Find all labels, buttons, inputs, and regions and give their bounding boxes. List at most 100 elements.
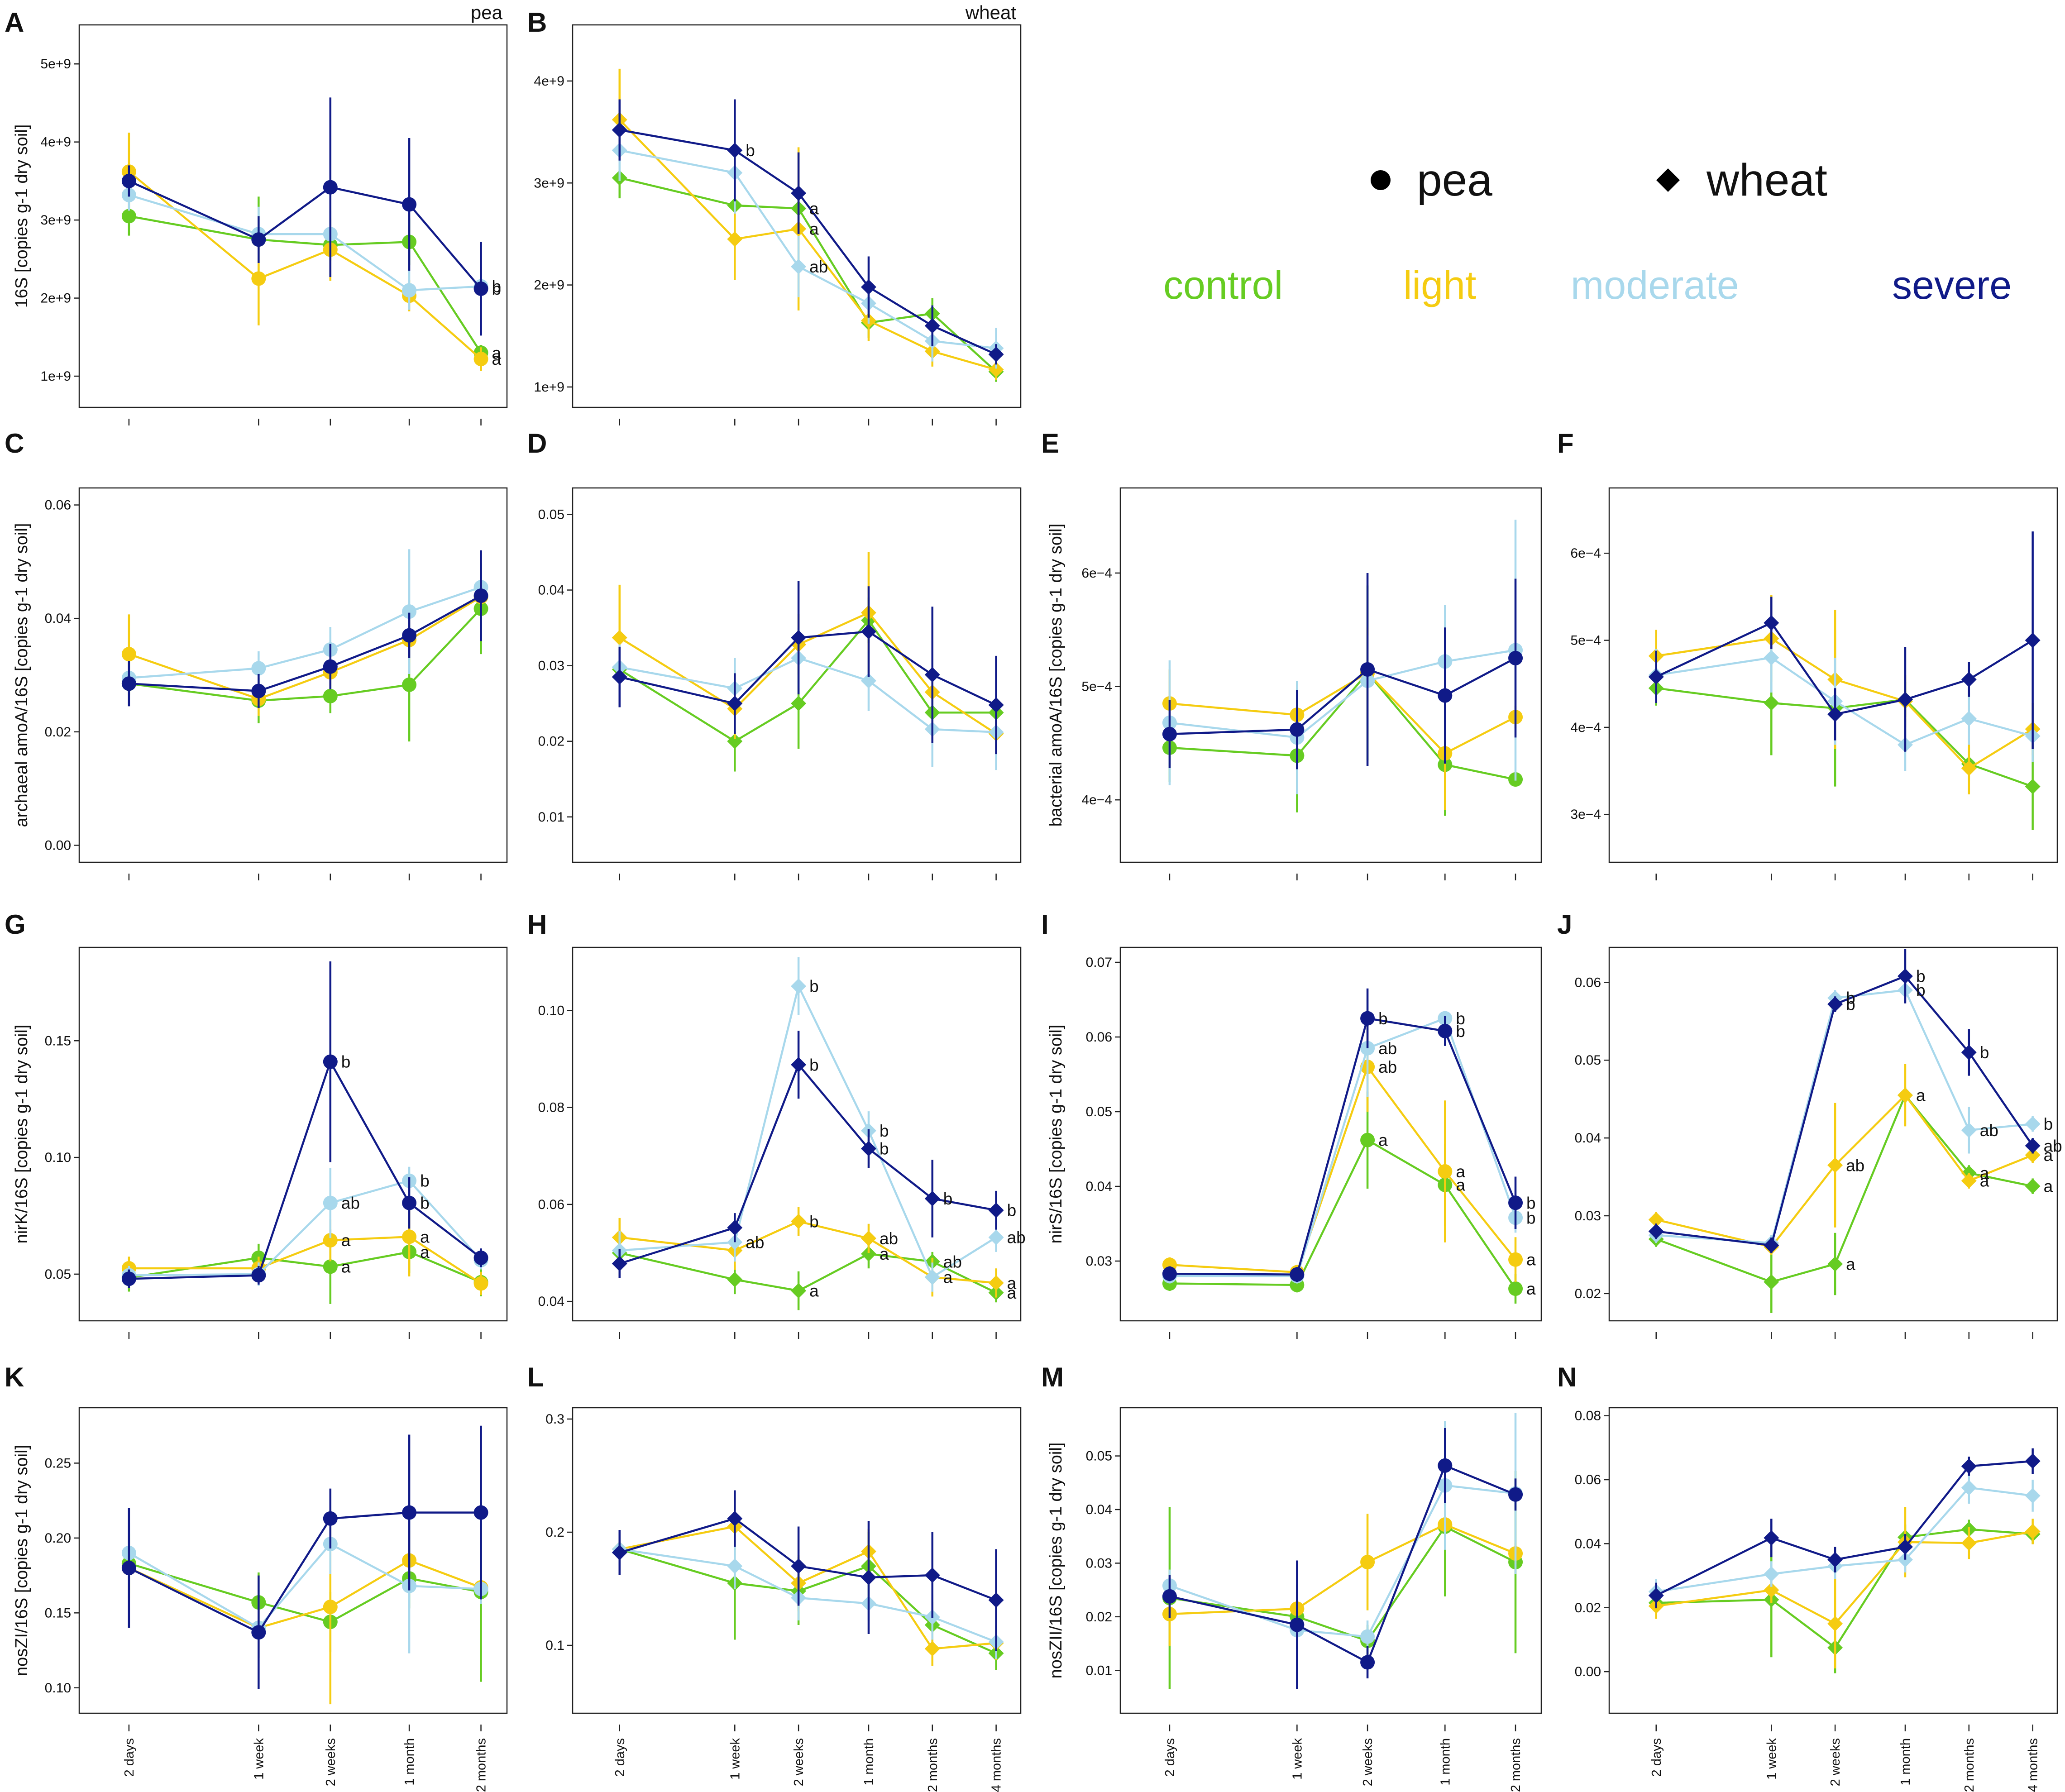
sig-label-i-10: a [1526,1251,1536,1269]
series-line-j-light [1656,1094,2033,1248]
sig-label-g-6: a [420,1228,430,1246]
series-line-a-control [129,215,482,354]
point-g-light-4 [473,1276,488,1291]
series-f-control [1648,630,2041,830]
series-m-severe [1162,1428,1523,1689]
y-tick-label-j-0: 0.02 [1575,1286,1601,1301]
series-line-d-light [619,611,997,735]
point-h-severe-0 [612,1256,627,1271]
sig-label-j-6: a [1916,1086,1926,1105]
series-f-severe [1648,531,2041,752]
point-c-moderate-3 [402,604,417,619]
y-tick-label-k-3: 0.25 [45,1456,71,1471]
sig-label-g-4: b [420,1172,430,1190]
sig-label-j-14: a [2044,1177,2053,1196]
point-f-moderate-1 [1764,650,1779,666]
sig-label-h-1: b [809,1056,819,1074]
point-l-severe-4 [924,1567,940,1583]
point-k-severe-3 [402,1505,417,1520]
point-e-severe-2 [1360,662,1375,677]
y-tick-label-n-4: 0.08 [1575,1409,1601,1424]
y-tick-label-h-3: 0.10 [538,1003,564,1018]
series-line-a-light [128,171,482,360]
sig-label-g-7: a [420,1243,430,1262]
point-m-severe-1 [1290,1617,1305,1632]
point-j-light-4 [1961,1173,1977,1189]
y-tick-label-c-1: 0.02 [45,725,71,740]
sig-label-j-3: a [1846,1255,1855,1274]
series-n-moderate [1648,1472,2041,1605]
point-i-control-4 [1508,1281,1523,1296]
sig-label-g-3: a [341,1257,351,1276]
series-line-c-light [129,596,482,700]
series-line-e-severe [1169,657,1516,736]
x-tick-label-n-3: 1 month [1898,1738,1913,1786]
y-axis-title-k: nosZI/16S [copies g-1 dry soil] [12,1445,31,1676]
x-tick-label-m-4: 2 months [1509,1738,1523,1792]
sig-label-i-7: a [1456,1176,1465,1195]
point-a-severe-3 [402,197,417,212]
y-tick-label-e-1: 5e−4 [1081,679,1112,694]
y-tick-label-i-3: 0.06 [1086,1030,1112,1045]
point-m-light-2 [1360,1555,1375,1570]
y-tick-label-d-1: 0.02 [538,734,564,749]
point-h-light-5 [988,1275,1004,1291]
crop-label-b: wheat [965,2,1016,23]
plot-frame-i [1119,946,1542,1322]
point-d-severe-0 [612,669,627,685]
y-tick-label-c-0: 0.00 [45,838,71,853]
y-tick-label-m-2: 0.03 [1086,1556,1112,1571]
series-m-control [1162,1457,1523,1689]
series-e-severe [1162,573,1523,769]
sig-label-h-3: ab [746,1233,764,1252]
point-d-severe-2 [791,630,807,645]
series-line-f-light [1656,637,2033,770]
point-e-severe-1 [1290,722,1305,737]
y-tick-label-j-4: 0.06 [1575,975,1601,990]
series-line-h-severe [619,1062,997,1265]
x-tick-label-k-0: 2 days [122,1738,137,1777]
point-l-severe-3 [860,1570,876,1585]
sig-label-i-0: b [1378,1009,1388,1028]
panel-i: I 0.03 0.04 0.05 0.06 0.07 nirS/16S [copies g-… [1041,909,1542,1339]
point-n-moderate-4 [1961,1480,1977,1496]
panel-l: L 0.1 0.2 0.3 2 days 1 week 2 weeks 1 month 2 mo… [527,1362,1022,1792]
sig-label-j-0: b [1846,989,1855,1008]
y-tick-label-f-3: 6e−4 [1570,546,1601,561]
series-line-h-light [619,1220,996,1284]
sig-label-b-2: a [809,200,819,218]
sig-label-h-14: a [1007,1274,1017,1292]
sig-label-j-4: b [1916,967,1926,986]
point-f-moderate-4 [1961,711,1977,726]
plot-frame-e [1119,487,1542,863]
point-h-severe-5 [988,1202,1004,1218]
panel-d: D 0.01 0.02 0.03 0.04 0.05 [527,428,1022,880]
point-f-severe-2 [1827,707,1843,722]
point-h-light-2 [791,1214,807,1229]
series-b-control [612,157,1004,382]
point-c-control-3 [402,677,417,692]
sig-label-j-5: b [1916,981,1926,1000]
sig-label-h-12: b [1007,1201,1017,1220]
panel-letter-h: H [527,909,547,940]
point-i-severe-4 [1508,1195,1523,1210]
y-tick-label-a-1: 2e+9 [40,291,71,306]
sig-label-h-8: a [880,1245,889,1263]
series-line-i-moderate [1169,1017,1517,1277]
sig-label-b-1: ab [809,258,828,276]
point-d-control-1 [727,733,743,749]
point-e-severe-4 [1508,650,1523,665]
panel-k: K 0.10 0.15 0.20 0.25 2 days 1 week 2 weeks 1 mo… [5,1362,508,1792]
legend-pea-symbol [1371,170,1391,190]
y-tick-label-f-2: 5e−4 [1570,633,1601,648]
point-n-light-1 [1764,1582,1779,1598]
series-line-i-severe [1169,1017,1517,1276]
y-tick-label-a-2: 3e+9 [40,213,71,228]
panel-letter-j: J [1557,909,1572,940]
point-j-severe-3 [1897,968,1913,984]
point-j-severe-5 [2025,1138,2041,1154]
point-f-severe-0 [1648,669,1664,685]
series-line-n-moderate [1656,1486,2033,1593]
y-tick-label-i-1: 0.04 [1086,1179,1112,1194]
